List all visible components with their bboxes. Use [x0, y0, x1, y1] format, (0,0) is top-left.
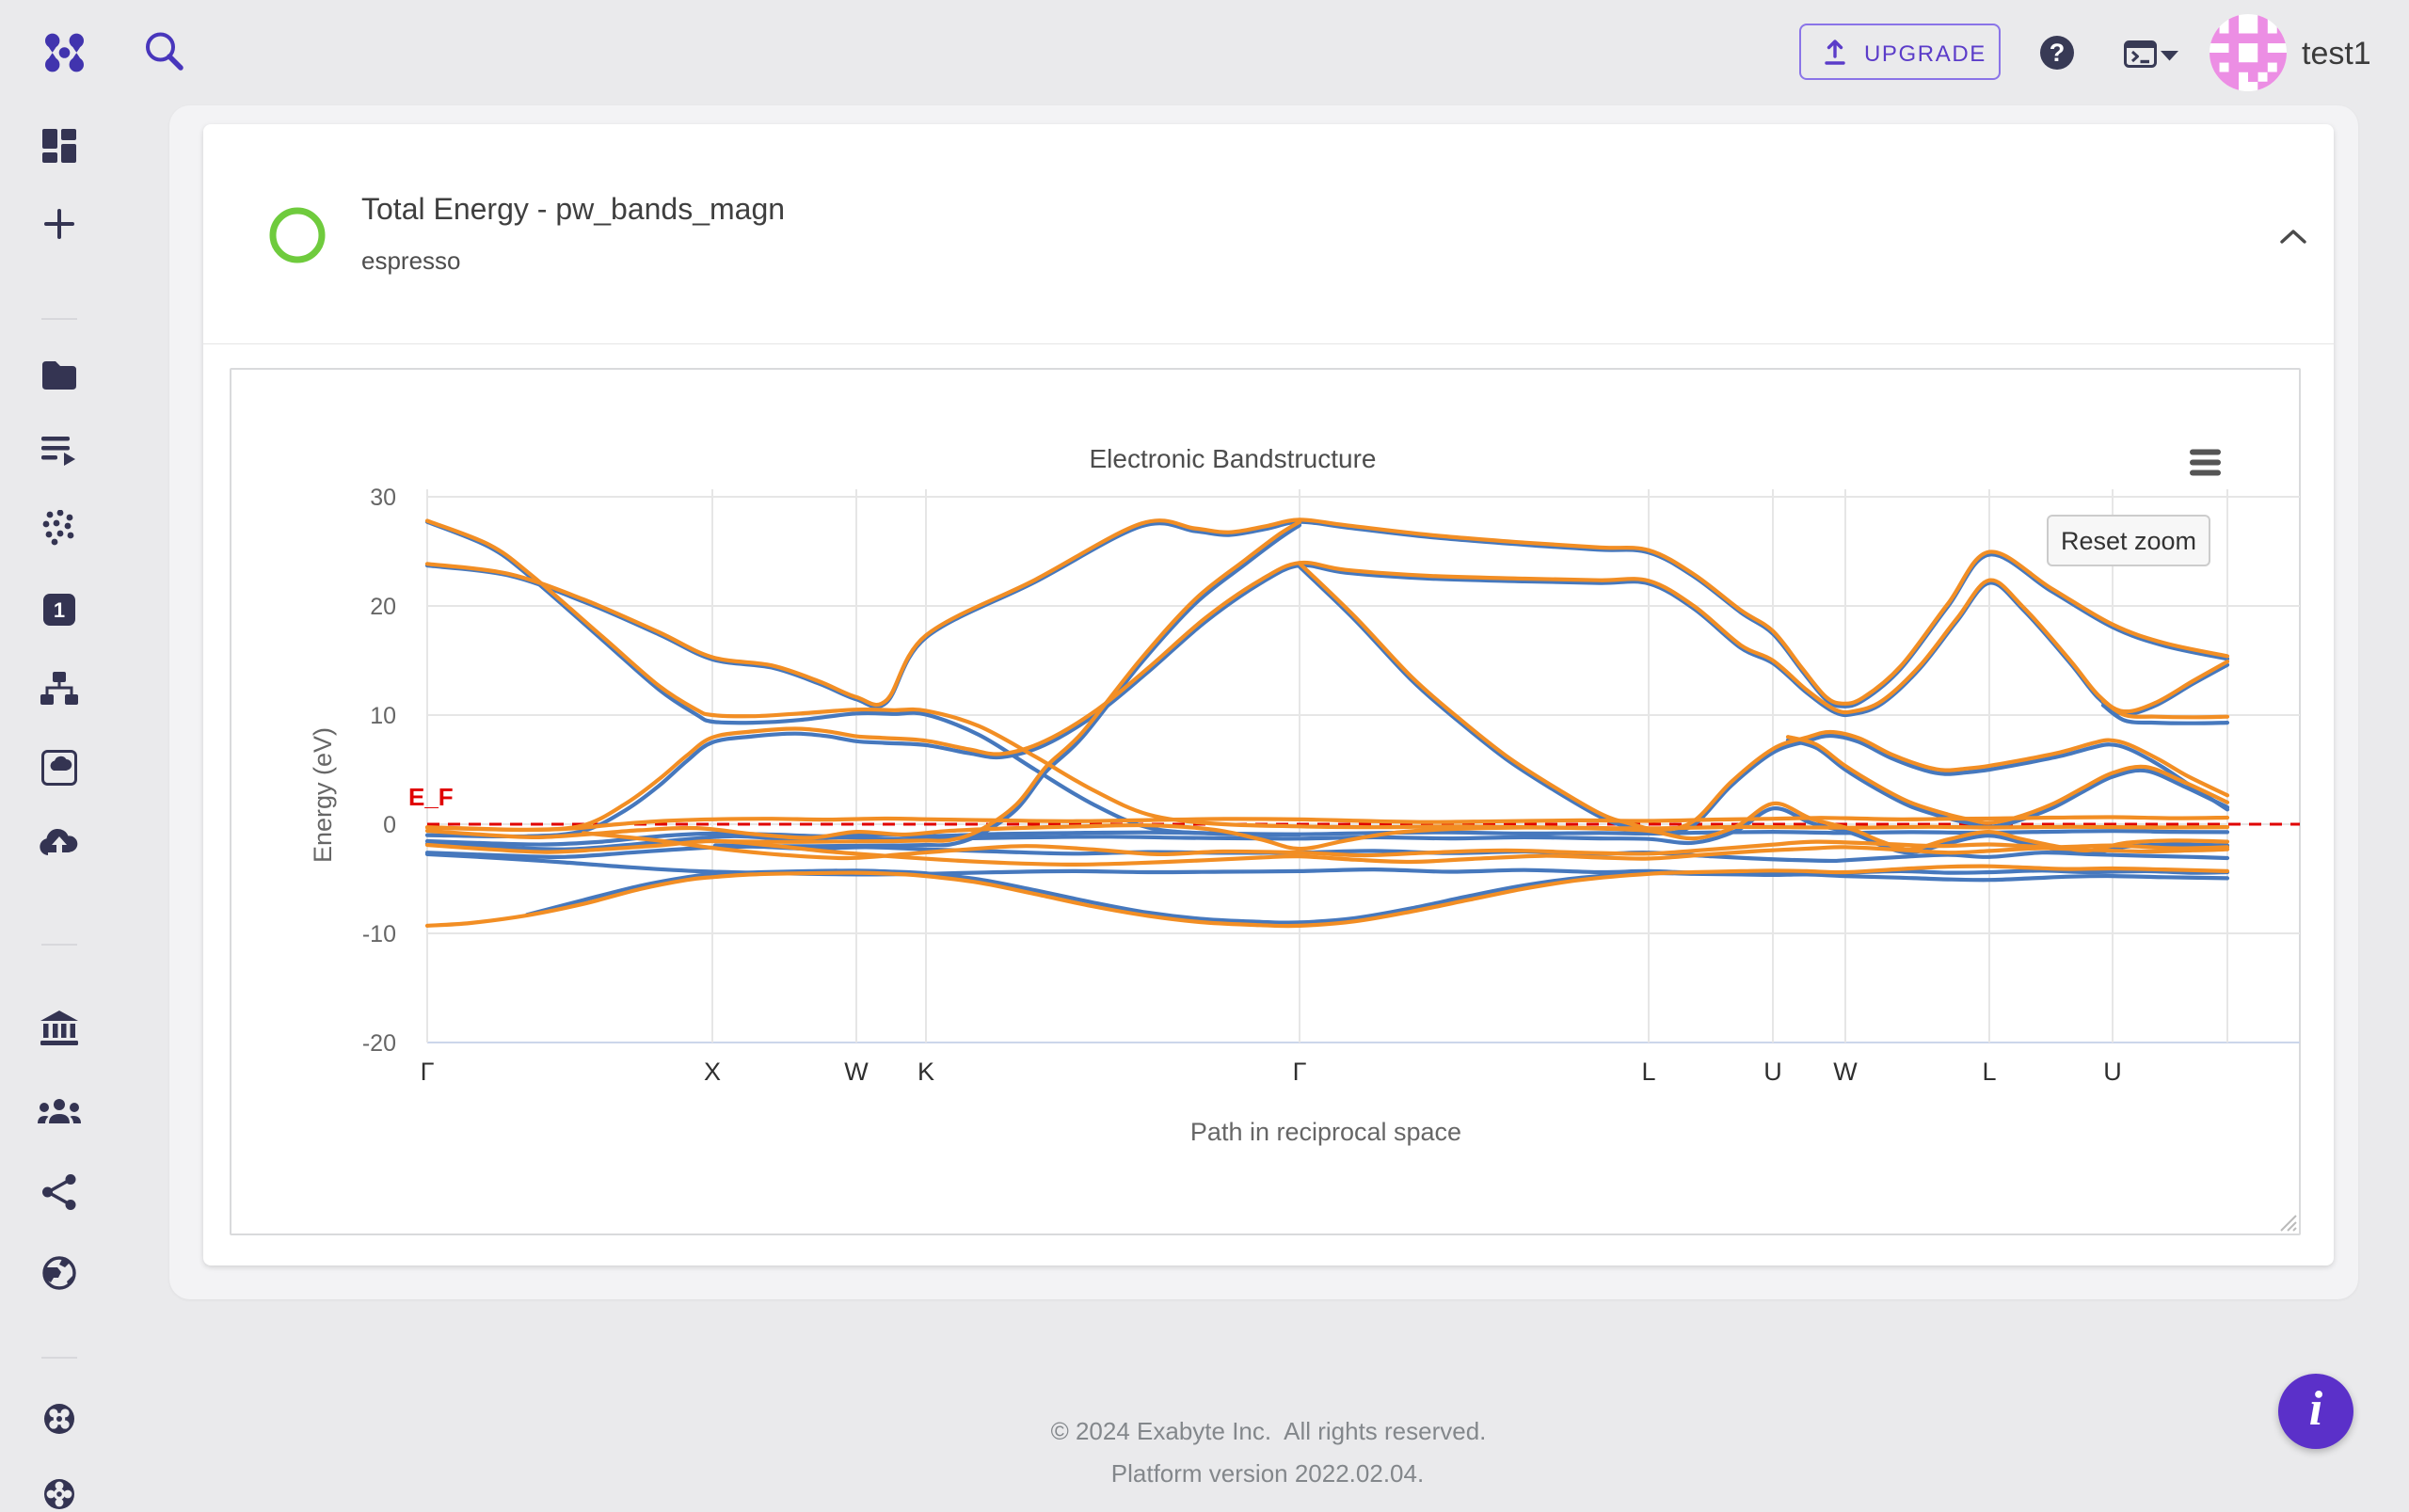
svg-text:30: 30 [370, 485, 396, 511]
svg-text:0: 0 [383, 812, 396, 838]
svg-text:L: L [1982, 1058, 1996, 1086]
svg-text:-10: -10 [362, 921, 396, 947]
svg-text:U: U [1763, 1058, 1782, 1086]
svg-text:W: W [1833, 1058, 1858, 1086]
svg-text:Electronic Bandstructure: Electronic Bandstructure [1089, 444, 1376, 473]
svg-text:X: X [704, 1058, 721, 1086]
svg-text:Γ: Γ [421, 1058, 435, 1086]
svg-text:L: L [1641, 1058, 1655, 1086]
svg-text:K: K [917, 1058, 934, 1086]
svg-text:-20: -20 [362, 1030, 396, 1057]
svg-text:20: 20 [370, 594, 396, 620]
svg-text:Energy (eV): Energy (eV) [309, 727, 337, 863]
svg-text:U: U [2103, 1058, 2122, 1086]
svg-text:1: 1 [54, 598, 65, 622]
svg-text:E_F: E_F [408, 783, 454, 811]
svg-text:W: W [844, 1058, 869, 1086]
svg-text:Γ: Γ [1293, 1058, 1307, 1086]
svg-text:?: ? [2050, 39, 2066, 67]
svg-text:10: 10 [370, 703, 396, 729]
svg-text:Reset zoom: Reset zoom [2061, 527, 2196, 555]
svg-text:Path in reciprocal space: Path in reciprocal space [1190, 1118, 1461, 1146]
